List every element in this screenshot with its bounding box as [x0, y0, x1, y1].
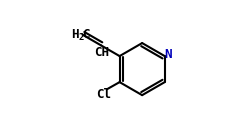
Text: Cl: Cl — [96, 88, 111, 101]
Text: C: C — [82, 28, 90, 41]
Text: H: H — [71, 28, 79, 41]
Text: 2: 2 — [79, 33, 84, 42]
Text: CH: CH — [94, 46, 109, 59]
Text: N: N — [164, 48, 171, 61]
